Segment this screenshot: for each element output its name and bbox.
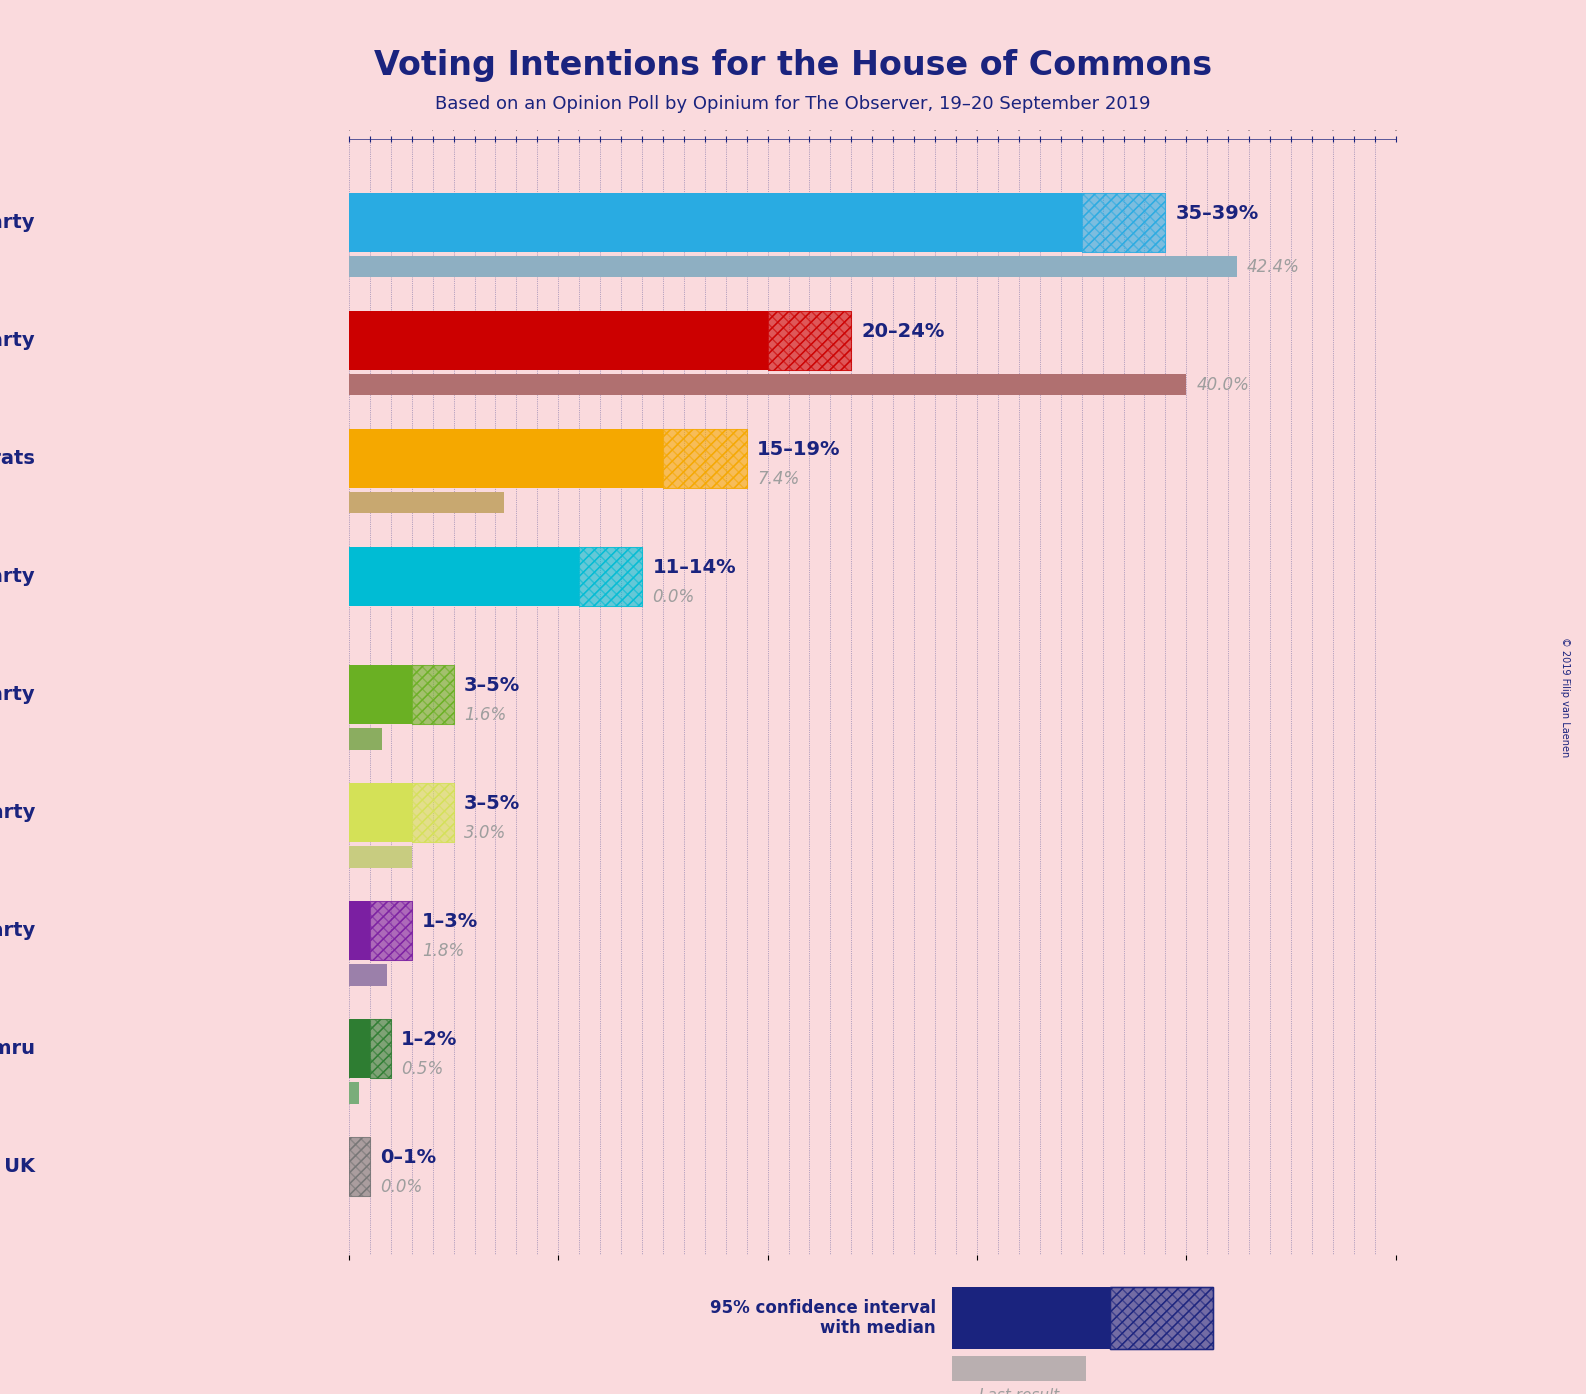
Bar: [579, 546, 642, 605]
Text: 1–2%: 1–2%: [401, 1030, 458, 1050]
Text: Green Party: Green Party: [0, 684, 35, 704]
Bar: [349, 846, 412, 867]
Bar: [370, 1019, 390, 1078]
Bar: [349, 1136, 370, 1196]
Bar: [349, 1136, 370, 1196]
Bar: [663, 428, 747, 488]
Bar: [370, 1019, 390, 1078]
Bar: [1082, 192, 1166, 251]
Text: 11–14%: 11–14%: [652, 558, 736, 577]
Bar: [349, 782, 412, 842]
Bar: [412, 665, 454, 723]
Text: 3.0%: 3.0%: [465, 824, 506, 842]
Bar: [370, 901, 412, 959]
Bar: [370, 901, 412, 959]
Text: 0.0%: 0.0%: [652, 588, 695, 606]
Bar: [412, 665, 454, 723]
Text: 1.8%: 1.8%: [422, 942, 465, 960]
Text: 20–24%: 20–24%: [861, 322, 945, 342]
Text: Voting Intentions for the House of Commons: Voting Intentions for the House of Commo…: [374, 49, 1212, 82]
Text: 3–5%: 3–5%: [465, 795, 520, 813]
Bar: [768, 311, 852, 369]
Text: Scottish National Party: Scottish National Party: [0, 803, 35, 821]
Text: 0–1%: 0–1%: [381, 1149, 436, 1167]
Bar: [412, 782, 454, 842]
Text: © 2019 Filip van Laenen: © 2019 Filip van Laenen: [1561, 637, 1570, 757]
Bar: [349, 256, 1237, 277]
Bar: [349, 901, 370, 959]
Bar: [1082, 192, 1166, 251]
Text: Brexit Party: Brexit Party: [0, 566, 35, 585]
Text: Last result: Last result: [979, 1388, 1059, 1394]
Bar: [412, 782, 454, 842]
Text: 15–19%: 15–19%: [757, 441, 841, 459]
Text: Liberal Democrats: Liberal Democrats: [0, 449, 35, 467]
Bar: [349, 665, 412, 723]
Bar: [349, 1082, 360, 1104]
Text: 1–3%: 1–3%: [422, 912, 479, 931]
Bar: [349, 374, 1186, 396]
Text: Based on an Opinion Poll by Opinium for The Observer, 19–20 September 2019: Based on an Opinion Poll by Opinium for …: [435, 95, 1151, 113]
Text: UK Independence Party: UK Independence Party: [0, 920, 35, 940]
Bar: [349, 492, 504, 513]
Bar: [768, 311, 852, 369]
Text: 0.0%: 0.0%: [381, 1178, 422, 1196]
Text: 7.4%: 7.4%: [757, 470, 799, 488]
Text: 40.0%: 40.0%: [1197, 376, 1250, 395]
Bar: [579, 546, 642, 605]
Text: 95% confidence interval
with median: 95% confidence interval with median: [709, 1299, 936, 1337]
Bar: [349, 546, 579, 605]
Text: Change UK: Change UK: [0, 1157, 35, 1175]
Text: 1.6%: 1.6%: [465, 707, 506, 725]
Text: Conservative Party: Conservative Party: [0, 212, 35, 231]
Bar: [349, 311, 768, 369]
Bar: [349, 965, 387, 986]
Bar: [349, 728, 382, 750]
Text: 3–5%: 3–5%: [465, 676, 520, 696]
Bar: [349, 1019, 370, 1078]
Bar: [349, 428, 663, 488]
Text: Labour Party: Labour Party: [0, 330, 35, 350]
Text: Plaid Cymru: Plaid Cymru: [0, 1039, 35, 1058]
Bar: [663, 428, 747, 488]
Text: 35–39%: 35–39%: [1175, 205, 1259, 223]
Bar: [349, 192, 1082, 251]
Text: 42.4%: 42.4%: [1247, 258, 1301, 276]
Text: 0.5%: 0.5%: [401, 1061, 444, 1079]
